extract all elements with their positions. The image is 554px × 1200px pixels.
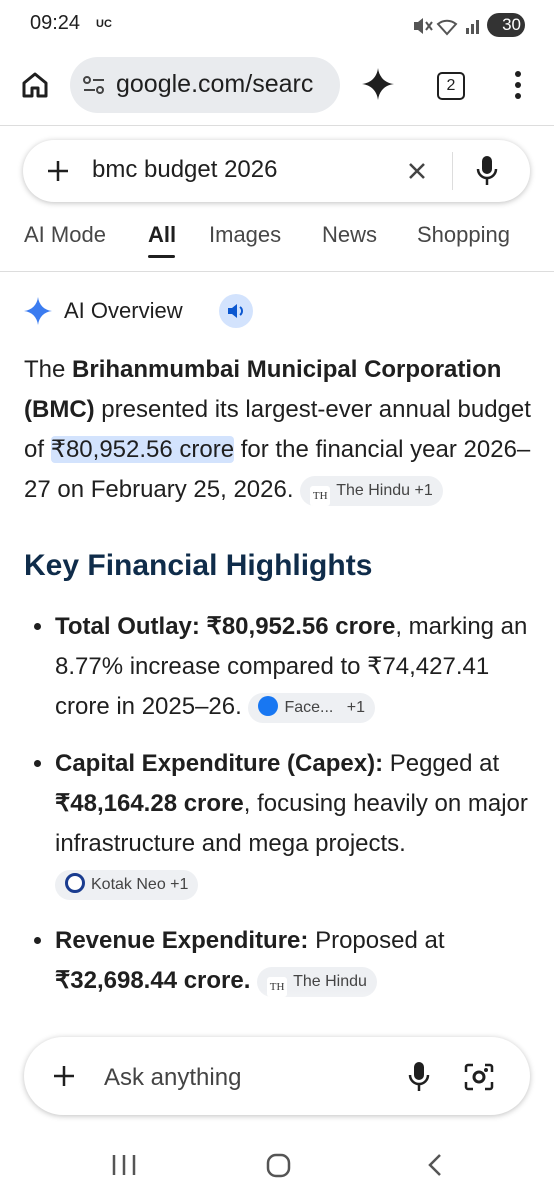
text: , focusing heavily on major infrastructu… [55, 790, 528, 857]
navigation-bar [112, 1153, 441, 1178]
ai-overview-content: The Brihanmumbai Municipal Corporation (… [24, 350, 534, 1030]
divider [0, 125, 554, 126]
text: The [24, 356, 73, 383]
source-icon: TH [310, 485, 331, 506]
text: Pegged at [383, 750, 500, 777]
source-name: Face... [284, 698, 334, 716]
bold-text: Revenue Expenditure: [55, 927, 309, 954]
active-tab-indicator [148, 255, 175, 258]
add-icon[interactable] [53, 1065, 75, 1087]
text: Proposed at [308, 927, 445, 954]
search-tab-active[interactable]: All [148, 222, 177, 247]
bold-text: Total Outlay: ₹80,952.56 crore [55, 613, 396, 640]
source-icon [258, 695, 279, 716]
overview-paragraph: The Brihanmumbai Municipal Corporation (… [24, 350, 534, 510]
lens-button[interactable] [464, 1063, 494, 1091]
listen-button[interactable] [219, 294, 253, 328]
back-button[interactable] [428, 1154, 441, 1176]
voice-button[interactable] [407, 1061, 431, 1093]
url-text: google.com/searc [116, 70, 314, 98]
bold-text: ₹32,698.44 crore. [55, 967, 251, 994]
url-bar[interactable]: google.com/searc [70, 57, 340, 113]
search-box[interactable]: bmc budget 2026 [23, 140, 530, 202]
ask-bar[interactable]: Ask anything [24, 1037, 530, 1115]
tab-count[interactable]: 2 [437, 72, 465, 100]
search-tab[interactable]: News [322, 222, 378, 247]
highlighted-text: ₹80,952.56 crore [50, 436, 235, 463]
source-icon [65, 872, 85, 893]
bold-text: Capital Expenditure (Capex): [55, 750, 384, 777]
gemini-button[interactable] [362, 68, 394, 100]
search-tab[interactable]: AI Mode [24, 222, 106, 247]
menu-button[interactable] [513, 70, 523, 100]
ask-placeholder[interactable]: Ask anything [104, 1064, 242, 1091]
home-button[interactable] [20, 70, 50, 100]
source-name: The Hindu [336, 481, 411, 499]
source-more: +1 [170, 875, 189, 893]
status-time: 09:24 [30, 12, 81, 34]
voice-button[interactable] [475, 155, 499, 187]
source-chip[interactable]: Face... +1 [248, 692, 375, 723]
divider [452, 152, 453, 190]
text: presented its largest-ever annual budget… [24, 396, 531, 463]
source-chip[interactable]: TH The Hindu +1 [300, 475, 443, 506]
source-more: +1 [414, 481, 433, 499]
search-tab[interactable]: Shopping [417, 222, 510, 247]
bullet: Total Outlay: ₹80,952.56 crore, marking … [55, 607, 534, 727]
source-chip[interactable]: Kotak Neo +1 [55, 869, 199, 900]
source-more: +1 [346, 698, 365, 716]
source-name: The Hindu [293, 972, 367, 990]
status-icons [414, 18, 479, 36]
text: for the financial year 2026–27 on Februa… [24, 436, 531, 503]
highlights-list: Total Outlay: ₹80,952.56 crore, marking … [24, 607, 534, 1001]
search-tab[interactable]: Images [209, 222, 282, 247]
home-nav-button[interactable] [266, 1153, 291, 1178]
recents-button[interactable] [112, 1155, 136, 1175]
bullet: Capital Expenditure (Capex): Pegged at ₹… [55, 744, 534, 904]
source-name: Kotak Neo [91, 875, 166, 893]
fade [0, 990, 554, 1030]
bold-text: ₹48,164.28 crore [55, 790, 244, 817]
ai-icon [24, 297, 52, 325]
add-icon[interactable] [47, 160, 69, 182]
text: , marking an 8.77% increase compared to … [55, 613, 528, 720]
bullet: Revenue Expenditure: Proposed at ₹32,698… [55, 921, 534, 1001]
divider [0, 271, 554, 272]
bold-text: Brihanmumbai Municipal Corporation (BMC) [24, 356, 502, 423]
status-carrier: UC [96, 18, 112, 30]
speaker-icon [228, 304, 243, 318]
site-info-icon[interactable] [82, 75, 106, 95]
section-heading: Key Financial Highlights [24, 549, 373, 582]
ai-overview-label: AI Overview [64, 298, 183, 323]
search-query[interactable]: bmc budget 2026 [92, 156, 278, 183]
clear-button[interactable] [409, 163, 425, 179]
battery: 30 [487, 13, 525, 37]
